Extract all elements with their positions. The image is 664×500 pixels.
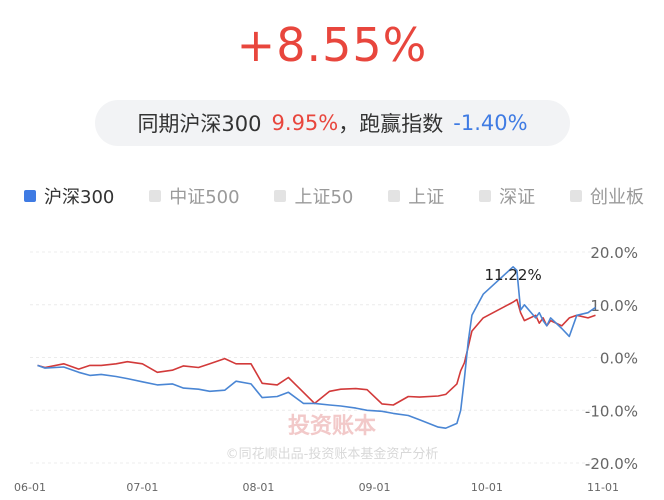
legend-item-zz500[interactable]: 中证500 xyxy=(149,183,240,209)
x-tick-label: 10-01 xyxy=(471,481,503,494)
x-tick-label: 09-01 xyxy=(359,481,391,494)
legend-label: 上证 xyxy=(408,187,445,208)
legend-swatch xyxy=(479,190,492,202)
benchmark-return: 9.95% xyxy=(271,111,339,135)
x-tick-label: 06-01 xyxy=(14,481,46,494)
legend-label: 中证500 xyxy=(169,187,240,208)
peak-annotation: 11.22% xyxy=(485,266,542,284)
y-tick-label: 20.0% xyxy=(590,244,638,262)
watermark-credit: ©同花顺出品-投资账本基金资产分析 xyxy=(226,446,439,462)
return-value: +8.55% xyxy=(236,18,428,72)
legend-item-cyb[interactable]: 创业板 xyxy=(570,183,644,209)
legend-swatch xyxy=(388,190,401,202)
legend-item-sz50[interactable]: 上证50 xyxy=(274,183,353,209)
legend-swatch xyxy=(274,190,287,202)
compare-middle: ，跑赢指数 xyxy=(338,112,444,136)
legend-swatch xyxy=(149,190,162,202)
legend-item-sh[interactable]: 上证 xyxy=(388,183,444,209)
benchmark-comparison: 同期沪深300 9.95% ，跑赢指数 -1.40% xyxy=(95,100,570,146)
y-tick-label: -10.0% xyxy=(585,402,638,420)
legend-label: 深证 xyxy=(499,187,536,208)
y-tick-label: 10.0% xyxy=(590,297,638,315)
x-tick-label: 11-01 xyxy=(587,481,619,494)
fund-series-line xyxy=(37,298,596,406)
x-tick-label: 07-01 xyxy=(126,481,158,494)
y-tick-label: -20.0% xyxy=(585,455,638,473)
legend-label: 上证50 xyxy=(294,187,354,208)
y-tick-label: 0.0% xyxy=(600,350,638,368)
legend-label: 沪深300 xyxy=(44,187,115,208)
legend-item-hs300[interactable]: 沪深300 xyxy=(24,183,114,209)
legend-item-szc[interactable]: 深证 xyxy=(479,183,535,209)
return-chart: 20.0% 10.0% 0.0% -10.0% -20.0% 投资账本 ©同花顺出品-投资账… xyxy=(14,244,638,494)
excess-return: -1.40% xyxy=(453,111,528,135)
x-tick-label: 08-01 xyxy=(242,481,274,494)
legend-label: 创业板 xyxy=(590,187,644,208)
legend-swatch xyxy=(24,190,36,202)
index-series-line xyxy=(37,265,596,429)
watermark-logo: 投资账本 xyxy=(288,414,376,439)
compare-prefix: 同期沪深300 xyxy=(137,112,262,136)
index-legend: 沪深300 中证500 上证50 上证 深证 创业板 xyxy=(24,182,644,210)
legend-swatch xyxy=(570,190,582,202)
